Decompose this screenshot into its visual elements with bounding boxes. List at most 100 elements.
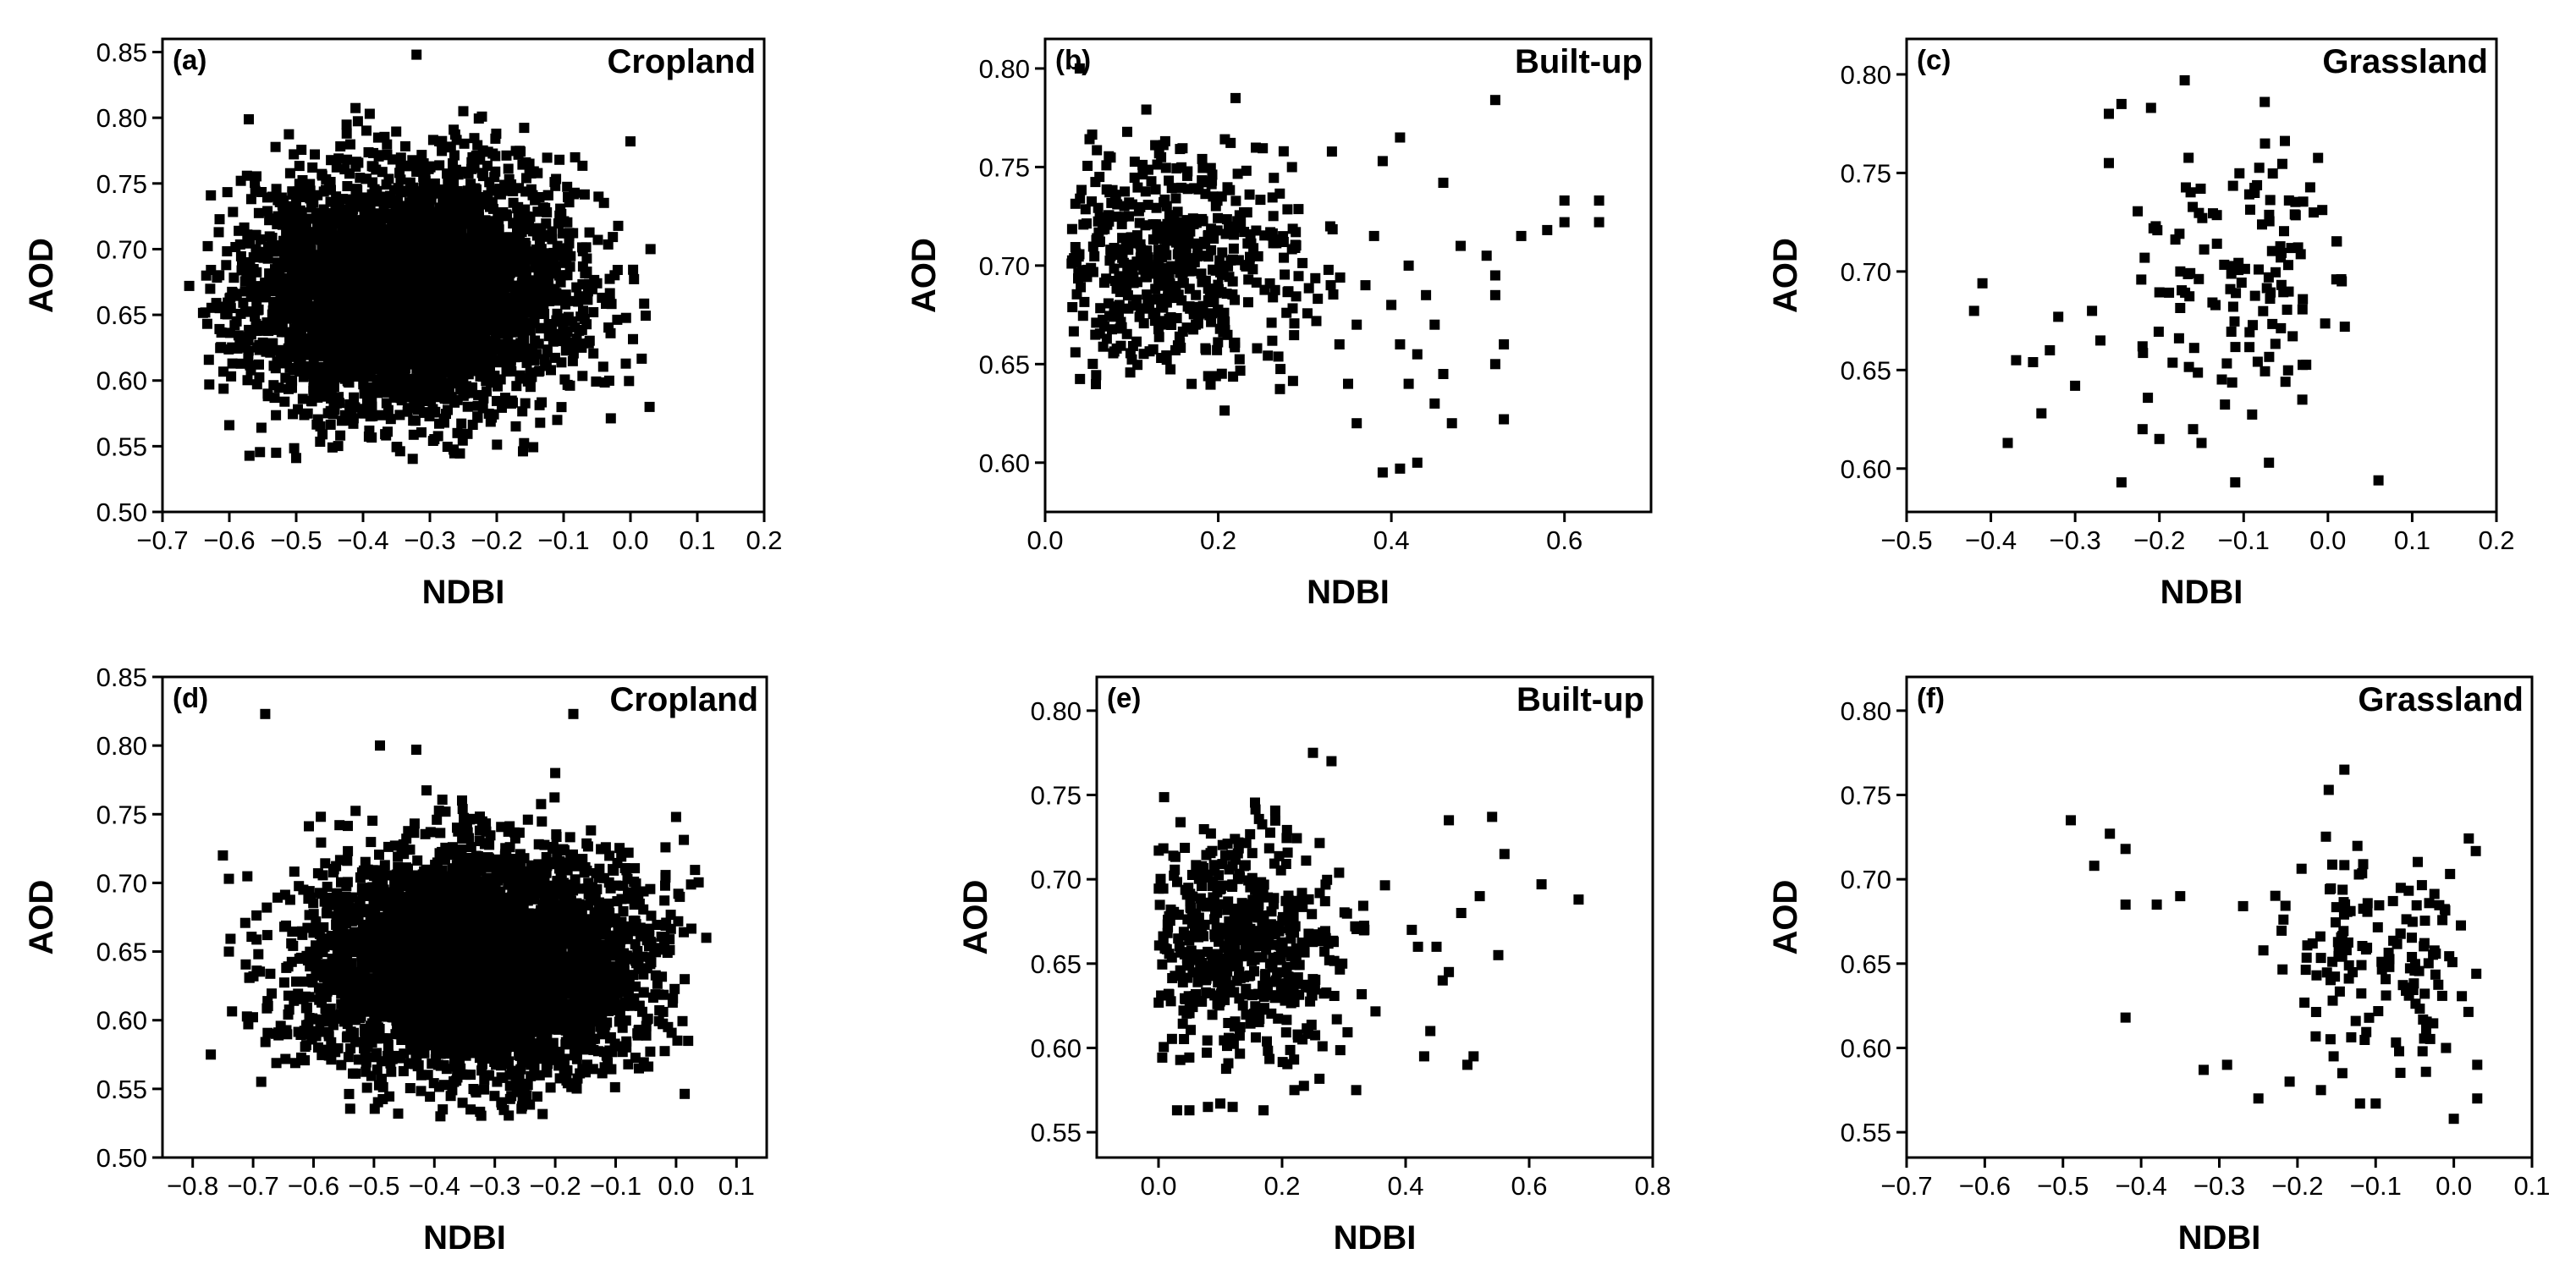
data-point	[458, 390, 469, 401]
data-point	[2230, 477, 2241, 488]
data-point	[342, 154, 353, 165]
data-point	[289, 443, 300, 454]
data-point	[577, 160, 588, 171]
x-tick-label: 0.0	[1027, 525, 1063, 555]
data-point	[478, 280, 489, 291]
data-point	[301, 245, 312, 256]
data-point	[234, 225, 245, 236]
data-point	[2193, 273, 2204, 284]
data-point	[320, 272, 331, 283]
data-point	[472, 411, 483, 422]
data-point	[570, 151, 581, 162]
data-point	[349, 363, 360, 373]
data-point	[405, 225, 416, 236]
data-point	[242, 229, 253, 240]
y-tick-label: 0.50	[96, 498, 147, 527]
data-point	[299, 410, 310, 421]
data-point	[254, 321, 265, 332]
data-point	[1126, 232, 1137, 243]
data-point	[236, 265, 247, 276]
data-point	[371, 261, 382, 272]
data-point	[298, 292, 309, 303]
data-point	[2277, 158, 2287, 169]
data-point	[336, 415, 347, 426]
data-point	[408, 415, 419, 426]
data-point	[1274, 383, 1285, 394]
data-point	[519, 123, 530, 134]
data-point	[350, 102, 361, 113]
data-point	[559, 216, 570, 227]
data-point	[335, 430, 346, 441]
data-point	[598, 197, 609, 208]
data-point	[383, 426, 393, 437]
data-point	[405, 177, 416, 188]
data-point	[232, 343, 243, 354]
data-point	[427, 246, 438, 257]
x-axis-title: NDBI	[2160, 574, 2243, 611]
y-tick-label: 0.75	[979, 152, 1030, 182]
data-point	[1245, 229, 1256, 239]
data-point	[2226, 327, 2237, 337]
x-tick-label: 0.2	[746, 525, 782, 555]
data-point	[1159, 135, 1170, 146]
x-tick-label: 0.1	[679, 525, 715, 555]
x-tick-label: 0.2	[2478, 525, 2514, 555]
data-point	[224, 293, 235, 304]
data-point	[1343, 378, 1353, 389]
data-point	[337, 221, 348, 232]
y-tick-label: 0.60	[96, 366, 147, 396]
data-point	[307, 162, 318, 173]
data-point	[467, 420, 478, 430]
data-point	[502, 353, 513, 364]
data-point	[2373, 475, 2384, 486]
data-point	[294, 327, 305, 338]
data-point	[620, 358, 631, 369]
data-point	[390, 201, 401, 212]
data-point	[245, 327, 256, 338]
data-point	[542, 344, 553, 355]
data-point	[2278, 287, 2289, 298]
data-point	[205, 283, 216, 294]
data-point	[1377, 156, 1388, 167]
data-point	[1176, 295, 1187, 305]
data-point	[2290, 196, 2301, 207]
data-point	[1258, 143, 1269, 154]
data-point	[1230, 195, 1241, 206]
data-point	[1091, 234, 1102, 245]
data-point	[350, 258, 360, 269]
data-point	[514, 183, 525, 194]
data-point	[1438, 369, 1449, 379]
data-point	[200, 307, 211, 318]
data-point	[1286, 162, 1297, 173]
data-point	[274, 196, 285, 207]
data-point	[1095, 303, 1106, 314]
data-point	[317, 248, 328, 259]
data-point	[394, 410, 405, 421]
data-point	[1429, 398, 1440, 409]
data-point	[527, 190, 538, 201]
data-point	[1213, 212, 1224, 223]
data-point	[577, 242, 587, 253]
data-point	[383, 252, 394, 263]
data-point	[290, 222, 301, 233]
data-point	[271, 410, 282, 421]
data-point	[394, 297, 405, 308]
data-point	[1099, 223, 1110, 234]
data-point	[361, 395, 372, 405]
data-point	[420, 281, 431, 291]
data-point	[1177, 223, 1188, 234]
data-point	[402, 268, 413, 279]
data-point	[353, 286, 364, 297]
data-point	[645, 244, 656, 255]
data-point	[342, 354, 353, 365]
data-point	[1456, 240, 1466, 251]
data-point	[1421, 289, 1432, 300]
data-point	[573, 296, 584, 307]
data-point	[2304, 182, 2315, 193]
data-point	[1090, 329, 1101, 340]
data-point	[2331, 274, 2342, 285]
data-point	[307, 316, 318, 327]
data-point	[555, 277, 566, 288]
panel-label: (b)	[1055, 44, 1091, 75]
data-point	[1197, 153, 1208, 164]
